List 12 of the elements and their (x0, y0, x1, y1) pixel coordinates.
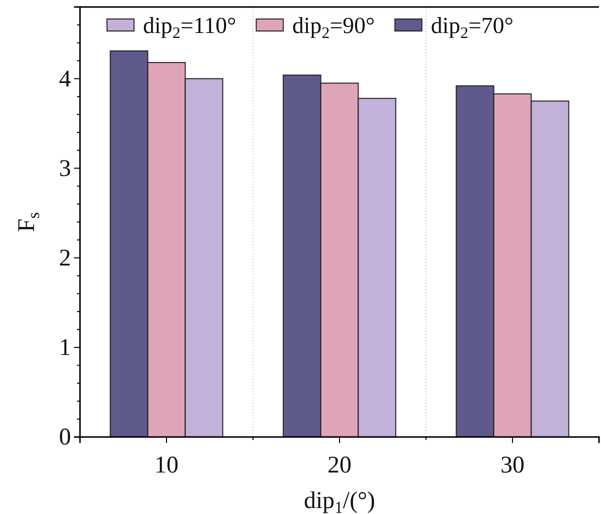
legend-label: dip$_{2}$=70° (430, 13, 514, 42)
x-tick-label: 30 (500, 452, 524, 478)
y-tick-label: 1 (59, 335, 71, 362)
legend-label: dip$_{2}$=90° (292, 13, 375, 42)
x-axis-title: dip$_{1}$/(°) (304, 488, 376, 514)
y-tick-label: 0 (59, 424, 71, 451)
y-tick-label: 3 (59, 156, 71, 182)
legend-label: dip$_{2}$=110° (143, 13, 236, 42)
x-tick-label: 20 (328, 452, 352, 478)
x-tick-label: 10 (154, 452, 178, 478)
y-tick-label: 4 (59, 66, 71, 92)
y-tick-label: 2 (59, 246, 71, 272)
